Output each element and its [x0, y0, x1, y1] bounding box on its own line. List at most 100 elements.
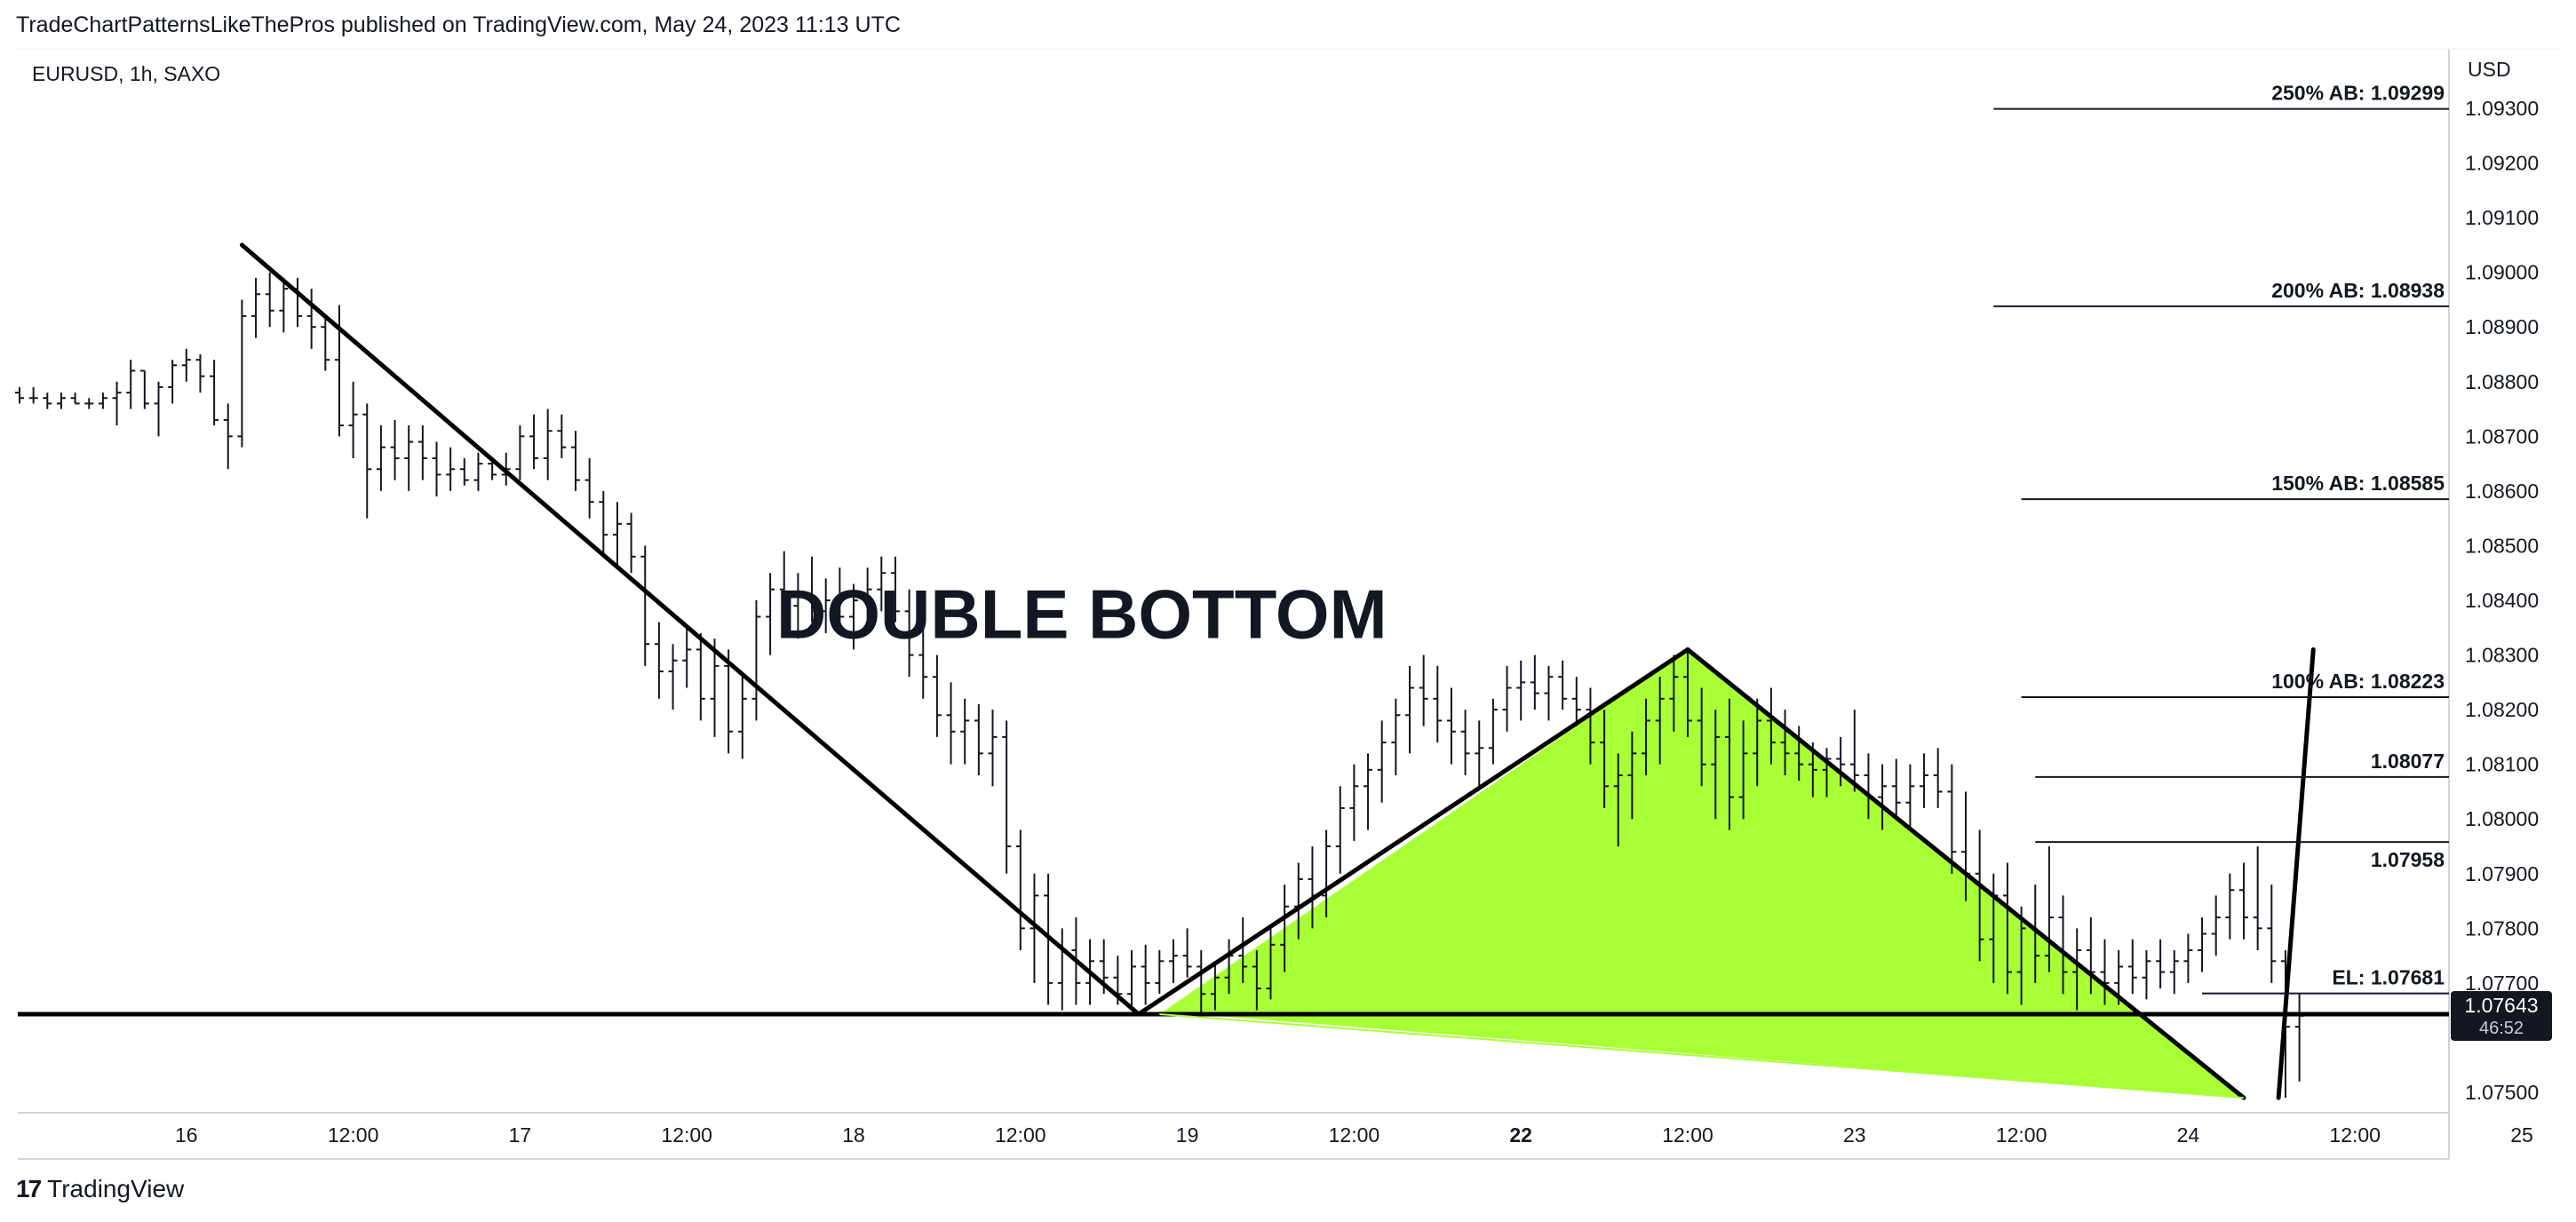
ohlc-bar: [1975, 829, 1984, 962]
currency-label: USD: [2468, 58, 2511, 81]
ohlc-bar: [2044, 846, 2054, 972]
ohlc-bar: [1642, 698, 1651, 775]
ohlc-bar: [1127, 949, 1136, 1011]
symbol-info: EURUSD, 1h, SAXO: [32, 62, 221, 85]
ohlc-bar: [1377, 720, 1387, 803]
ohlc-bar: [1057, 928, 1067, 1011]
ohlc-bar: [1252, 949, 1261, 1011]
y-tick-label: 1.08000: [2465, 807, 2539, 830]
y-tick-label: 1.08400: [2465, 589, 2539, 612]
ohlc-bar: [821, 578, 831, 633]
ohlc-bar: [1849, 710, 1859, 792]
ohlc-bar: [1697, 687, 1706, 787]
ohlc-bar: [932, 655, 942, 737]
y-tick-label: 1.09300: [2465, 97, 2539, 120]
ohlc-bar: [724, 649, 734, 754]
ohlc-bar: [2100, 939, 2110, 1005]
ohlc-bar: [1558, 660, 1568, 710]
ohlc-bar: [2253, 846, 2262, 950]
y-tick-label: 1.08500: [2465, 534, 2539, 557]
ohlc-bar: [446, 447, 456, 491]
ohlc-bar: [43, 393, 52, 409]
ohlc-bar: [1711, 710, 1721, 820]
ohlc-bar: [1891, 758, 1901, 820]
ohlc-bar: [918, 622, 928, 699]
ohlc-bar: [1391, 698, 1401, 775]
ohlc-bar: [974, 703, 983, 775]
ohlc-bar: [2239, 862, 2248, 940]
ohlc-bar: [668, 644, 678, 710]
ohlc-bar: [1210, 961, 1220, 1011]
ohlc-bar: [265, 272, 274, 328]
ohlc-bar: [1322, 829, 1332, 918]
y-tick-label: 1.08700: [2465, 425, 2539, 448]
pattern-line-2[interactable]: [1136, 647, 1690, 1017]
ohlc-bar: [251, 277, 261, 338]
ohlc-bar: [1349, 764, 1359, 841]
x-tick-label: 18: [842, 1123, 865, 1147]
ohlc-bar: [1878, 764, 1888, 830]
x-tick-label: 12:00: [661, 1123, 712, 1147]
y-tick-label: 1.09200: [2465, 152, 2539, 175]
ohlc-bar: [2086, 917, 2095, 995]
ohlc-bar: [1905, 764, 1915, 830]
x-tick-label: 12:00: [1662, 1123, 1713, 1147]
last-price-badge: [2451, 990, 2552, 1041]
ohlc-bar: [515, 425, 525, 480]
ohlc-bar: [1419, 655, 1428, 726]
ohlc-bar: [56, 393, 66, 409]
ohlc-bar: [84, 398, 94, 409]
publish-header: TradeChartPatternsLikeThePros published …: [16, 12, 901, 37]
double-bottom-fill: [1159, 649, 2244, 1099]
y-tick-label: 1.07700: [2465, 972, 2539, 995]
ohlc-bar: [2198, 917, 2207, 972]
x-tick-label: 16: [175, 1123, 198, 1147]
pattern-line-1[interactable]: [239, 242, 1141, 1017]
ohlc-bar: [1600, 710, 1610, 808]
ohlc-bar: [70, 393, 80, 405]
ohlc-bar: [1766, 687, 1776, 765]
ohlc-bar: [877, 556, 886, 612]
x-tick-label: 12:00: [1329, 1123, 1380, 1147]
ohlc-bar: [210, 360, 219, 426]
ohlc-bar: [1030, 873, 1039, 983]
ohlc-bar: [612, 502, 622, 568]
ohlc-bar: [126, 360, 136, 409]
ohlc-bar: [376, 425, 386, 491]
breakout-line[interactable]: [2276, 647, 2316, 1100]
ohlc-bar: [779, 551, 789, 623]
ohlc-bar: [571, 431, 580, 491]
ohlc-bar: [1530, 655, 1539, 710]
ohlc-bar: [1669, 655, 1679, 732]
ohlc-bar: [1460, 710, 1470, 775]
footer: 17 TradingView: [16, 1175, 184, 1203]
ohlc-bar: [1724, 698, 1734, 830]
ohlc-bar: [849, 583, 858, 650]
ohlc-bar: [543, 409, 553, 480]
ohlc-bar: [2072, 928, 2082, 1011]
ohlc-bar: [1197, 949, 1206, 1016]
ohlc-bar: [1266, 928, 1276, 1000]
ohlc-bar: [1753, 698, 1762, 787]
ohlc-bar: [1933, 748, 1943, 808]
ohlc-bar: [1822, 748, 1832, 797]
ohlc-bar: [1586, 687, 1595, 765]
footer-brand: TradingView: [47, 1175, 185, 1202]
ohlc-bar: [112, 381, 122, 426]
ohlc-bar: [1947, 764, 1957, 874]
ohlc-bar: [1738, 720, 1748, 820]
ohlc-bar: [1280, 885, 1290, 972]
x-tick-label: 22: [1509, 1123, 1532, 1147]
ohlc-bar: [1002, 720, 1012, 874]
ohlc-bar: [2267, 885, 2277, 983]
ohlc-bar: [1502, 665, 1512, 732]
ohlc-bar: [1836, 736, 1846, 787]
x-tick-label: 17: [509, 1123, 532, 1147]
ohlc-bar: [2169, 949, 2179, 995]
level-label: 250% AB: 1.09299: [2271, 82, 2445, 105]
ohlc-bar: [1168, 939, 1178, 983]
pattern-line-3[interactable]: [1685, 647, 2246, 1100]
x-tick-label: 12:00: [995, 1123, 1046, 1147]
y-tick-label: 1.07800: [2465, 916, 2539, 940]
